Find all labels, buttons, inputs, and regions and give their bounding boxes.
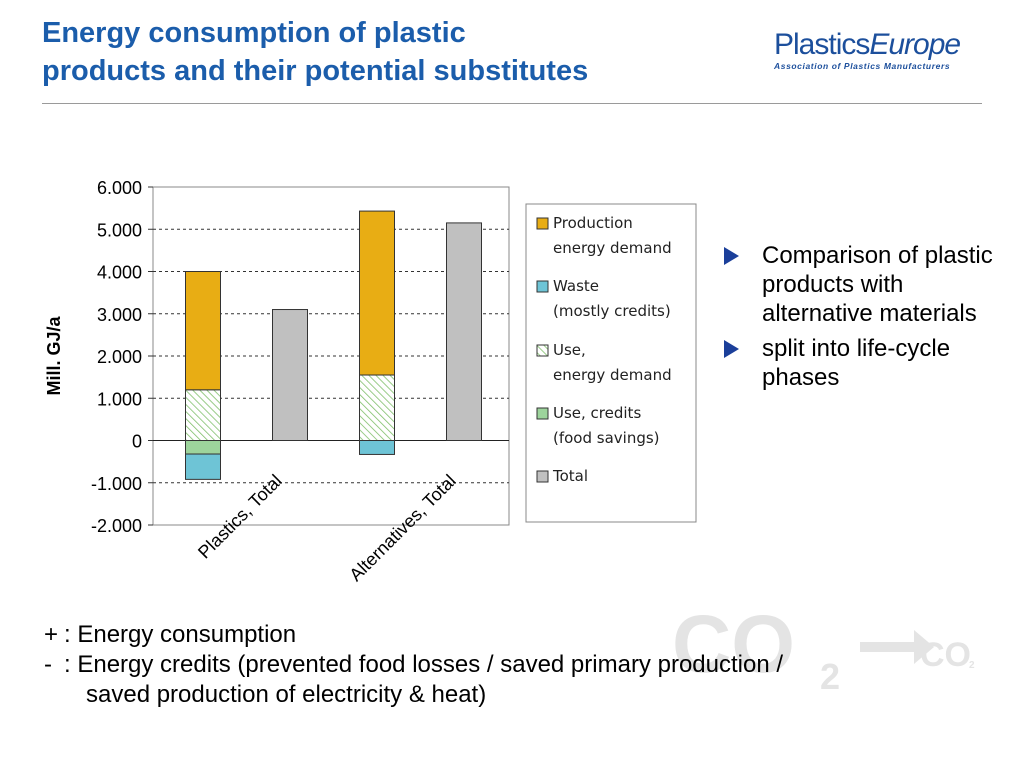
title-line-1: Energy consumption of plastic [42,17,466,49]
watermark-sub-right: 2 [969,660,975,671]
legend-label-line2: energy demand [553,366,672,384]
bullet-text: split into life-cycle phases [762,335,951,391]
chart-legend: Production energy demand Waste (mostly cred… [525,203,697,523]
plot-area: -2.000 -1.000 0 1.000 2.000 3.000 4.000 5.000 6.… [91,178,510,585]
y-axis-label: Mill. GJ/a [44,316,64,396]
y-tick-label: -1.000 [91,474,142,494]
y-tick-label: 6.000 [97,178,142,198]
legend-label-line2: (mostly credits) [553,302,671,320]
co2-watermark: CO 2 CO 2 [672,598,992,708]
bullet-text: Comparison of plastic products with alte… [762,242,993,327]
title-line-2: products and their potential substitutes [42,55,589,87]
logo-part-1: Plastics [774,28,870,61]
triangle-bullet-icon [724,340,739,358]
legend-label-line2: energy demand [553,239,672,257]
bar-total [446,222,482,441]
bar-use-credits [185,440,221,455]
plus-symbol: + [44,621,59,648]
triangle-bullet-icon [724,247,739,265]
legend-frame [525,203,697,523]
bar-production-energy-demand [185,271,221,391]
y-tick-label: 5.000 [97,220,142,240]
logo-tagline: Association of Plastics Manufacturers [774,61,951,71]
legend-swatch [536,407,549,420]
plasticseurope-logo: PlasticsEurope Association of Plastics M… [774,28,984,88]
y-tick-label: -2.000 [91,516,142,536]
footnotes: +: Energy consumption -: Energy credits … [44,620,783,710]
bullet-item: Comparison of plastic products with alte… [724,241,1014,328]
note-minus: -: Energy credits (prevented food losses… [44,650,783,680]
legend-swatch [536,344,549,357]
bar-use-energy-demand [185,389,221,441]
bullet-list: Comparison of plastic products with alte… [724,241,1014,398]
note-minus-continued: saved production of electricity & heat) [86,681,487,708]
legend-label-line2: (food savings) [553,429,660,447]
bar-use-energy-demand [359,374,395,442]
note-plus: +: Energy consumption [44,620,783,650]
bar-waste [359,440,395,455]
watermark-co: CO [672,599,795,690]
legend-label: Total [552,467,588,485]
bullet-item: split into life-cycle phases [724,334,1014,392]
legend-swatch [536,217,549,230]
bar-production-energy-demand [359,210,395,376]
title-divider [42,103,982,104]
y-tick-label: 0 [132,432,142,452]
y-tick-label: 3.000 [97,305,142,325]
minus-symbol: - [44,651,52,678]
legend-label: Use, [553,341,586,359]
note-plus-text: : Energy consumption [64,621,297,648]
bar-waste [185,453,221,480]
legend-swatch [536,280,549,293]
legend-swatch [536,470,549,483]
slide-title: Energy consumption of plastic products a… [42,14,588,90]
y-tick-label: 1.000 [97,389,142,409]
note-minus-text: : Energy credits (prevented food losses … [64,651,784,678]
legend-label: Production [553,214,633,232]
watermark-sub: 2 [820,656,841,697]
legend-label: Waste [553,277,599,295]
watermark-co-right: CO [920,636,971,674]
watermark-arrow-icon [860,630,934,664]
logo-part-2: Europe [869,28,961,61]
legend-label: Use, credits [553,404,641,422]
y-tick-label: 2.000 [97,347,142,367]
bar-total [272,309,308,441]
y-tick-label: 4.000 [97,263,142,283]
